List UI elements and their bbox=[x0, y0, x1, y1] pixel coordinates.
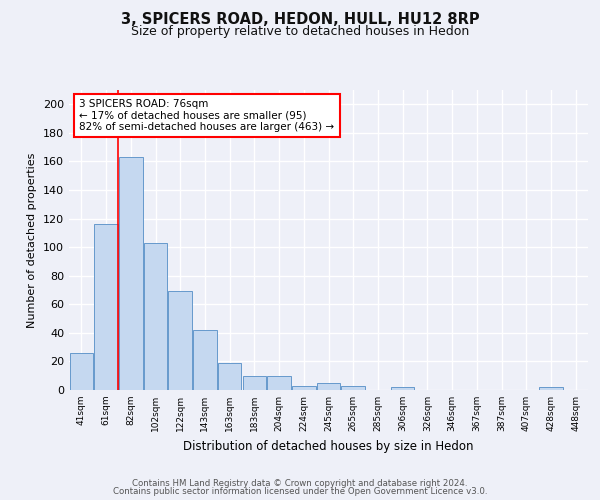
Bar bbox=[539, 387, 563, 390]
Bar bbox=[268, 376, 291, 390]
Text: Contains HM Land Registry data © Crown copyright and database right 2024.: Contains HM Land Registry data © Crown c… bbox=[132, 478, 468, 488]
X-axis label: Distribution of detached houses by size in Hedon: Distribution of detached houses by size … bbox=[183, 440, 474, 452]
Bar bbox=[292, 386, 316, 390]
Text: Contains public sector information licensed under the Open Government Licence v3: Contains public sector information licen… bbox=[113, 487, 487, 496]
Bar bbox=[169, 292, 192, 390]
Bar bbox=[218, 363, 241, 390]
Bar bbox=[94, 224, 118, 390]
Bar bbox=[341, 386, 365, 390]
Text: 3, SPICERS ROAD, HEDON, HULL, HU12 8RP: 3, SPICERS ROAD, HEDON, HULL, HU12 8RP bbox=[121, 12, 479, 28]
Bar bbox=[242, 376, 266, 390]
Y-axis label: Number of detached properties: Number of detached properties bbox=[28, 152, 37, 328]
Bar bbox=[391, 387, 415, 390]
Bar bbox=[193, 330, 217, 390]
Bar bbox=[317, 383, 340, 390]
Bar bbox=[70, 353, 93, 390]
Bar bbox=[144, 243, 167, 390]
Text: Size of property relative to detached houses in Hedon: Size of property relative to detached ho… bbox=[131, 25, 469, 38]
Bar bbox=[119, 157, 143, 390]
Text: 3 SPICERS ROAD: 76sqm
← 17% of detached houses are smaller (95)
82% of semi-deta: 3 SPICERS ROAD: 76sqm ← 17% of detached … bbox=[79, 99, 335, 132]
